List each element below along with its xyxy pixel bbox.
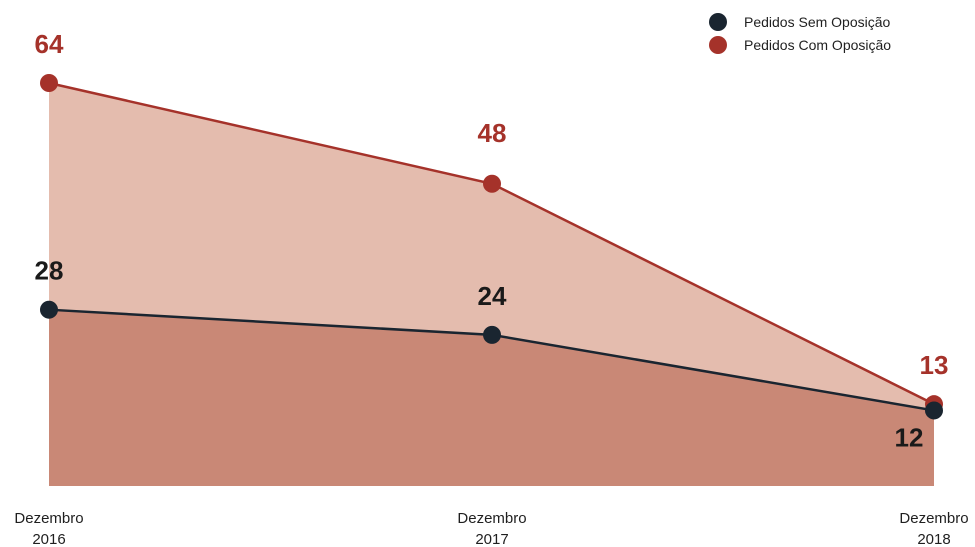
point-series-1-0 (40, 74, 58, 92)
x-tick-label-1-0: Dezembro (457, 510, 526, 527)
x-tick-label-2-0: Dezembro (899, 510, 968, 527)
legend: Pedidos Sem Oposição Pedidos Com Oposição (709, 13, 891, 54)
legend-marker-1 (709, 36, 727, 54)
value-label-series-1-0: 64 (35, 29, 64, 59)
value-label-series-0-0: 28 (35, 256, 64, 286)
x-axis-ticks: Dezembro 2016 Dezembro 2017 Dezembro 2018 (14, 510, 968, 547)
point-series-0-0 (40, 301, 58, 319)
legend-label-0: Pedidos Sem Oposição (744, 14, 891, 30)
x-tick-label-2-1: 2018 (917, 531, 950, 547)
point-series-0-2 (925, 401, 943, 419)
point-series-1-1 (483, 175, 501, 193)
value-label-series-1-2: 13 (920, 350, 949, 380)
x-tick-label-0-0: Dezembro (14, 510, 83, 527)
x-tick-label-1-1: 2017 (475, 531, 508, 547)
legend-label-1: Pedidos Com Oposição (744, 37, 891, 53)
value-label-series-0-1: 24 (478, 281, 507, 311)
legend-marker-0 (709, 13, 727, 31)
value-label-series-1-1: 48 (478, 118, 507, 148)
x-tick-label-0-1: 2016 (32, 531, 65, 547)
value-label-series-0-2: 12 (895, 422, 924, 452)
point-series-0-1 (483, 326, 501, 344)
